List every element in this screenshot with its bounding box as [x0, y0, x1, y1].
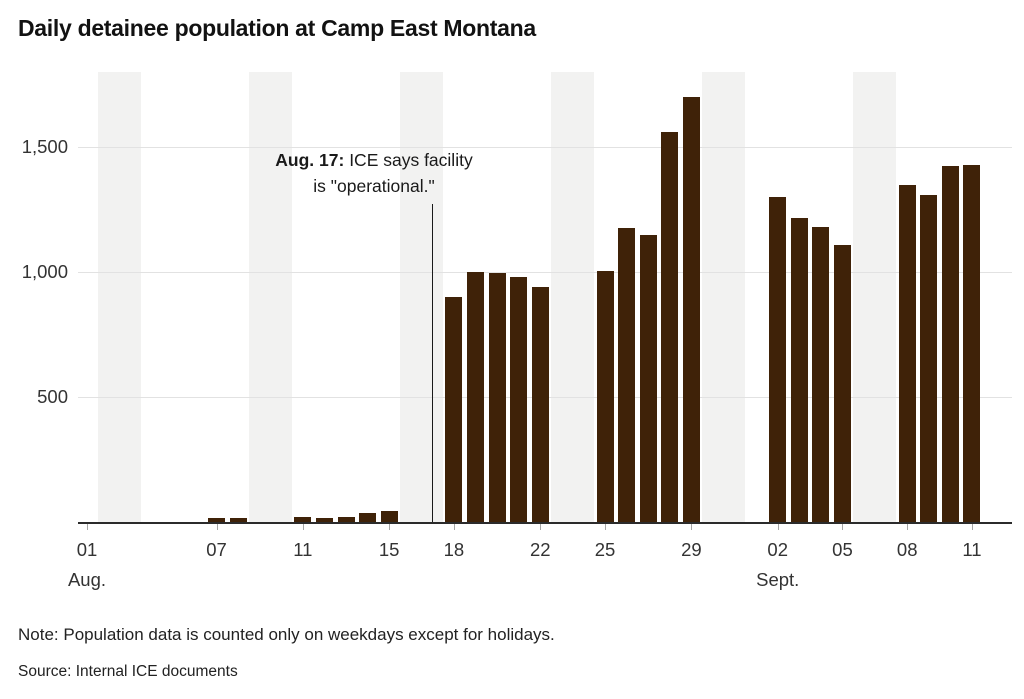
x-axis-label: 25	[594, 539, 616, 560]
x-axis-label: 11	[293, 539, 313, 560]
bar-Aug--7	[208, 518, 225, 522]
month-label: Aug.	[67, 569, 107, 590]
bar-Sept--4	[812, 227, 830, 522]
bar-Aug--13	[337, 517, 355, 522]
bar-Sept--5	[833, 244, 851, 522]
month-label: Sept.	[756, 569, 800, 590]
bar-Aug--14	[359, 513, 377, 522]
annotation-date: Aug. 17:	[275, 150, 345, 170]
bar-Aug--12	[315, 518, 333, 522]
x-tick	[389, 524, 391, 530]
bar-Aug--21	[510, 277, 528, 522]
x-axis-label: 29	[681, 539, 702, 560]
bar-Sept--9	[920, 194, 938, 522]
x-axis-label: 22	[529, 539, 551, 560]
x-tick	[540, 524, 542, 530]
x-axis-label: 02	[767, 539, 788, 560]
x-axis-label: 18	[443, 539, 465, 560]
annotation-text-line2: is "operational."	[313, 176, 435, 196]
bar-Aug--8	[229, 518, 247, 522]
bar-Sept--3	[790, 218, 808, 522]
weekend-band	[399, 72, 444, 522]
bar-Sept--2	[769, 197, 787, 522]
bar-Aug--29	[682, 97, 700, 522]
bar-Aug--27	[639, 234, 657, 522]
annotation-line	[431, 204, 434, 522]
x-tick	[605, 524, 607, 530]
x-axis-label: 11	[962, 539, 982, 560]
y-axis-label: 1,000	[21, 261, 68, 282]
y-axis-label: 500	[37, 386, 68, 407]
x-axis-label: 08	[896, 539, 918, 560]
x-tick	[907, 524, 909, 530]
x-tick	[87, 524, 88, 530]
weekend-band	[702, 72, 746, 522]
bar-Aug--11	[294, 517, 312, 522]
x-tick	[971, 524, 973, 530]
bar-Aug--20	[488, 273, 506, 522]
weekend-band	[97, 72, 141, 522]
x-tick	[777, 524, 779, 530]
chart-source: Source: Internal ICE documents	[18, 663, 238, 680]
bar-Aug--22	[531, 287, 549, 522]
chart-note: Note: Population data is counted only on…	[18, 625, 555, 644]
x-axis-label: 15	[378, 539, 400, 560]
gridline-1500	[78, 147, 1012, 148]
bar-Sept--8	[898, 184, 916, 522]
x-tick	[302, 524, 304, 530]
x-axis-label: 01	[76, 539, 98, 560]
x-axis-label: 05	[832, 539, 853, 560]
bar-Aug--19	[467, 272, 485, 522]
weekend-band	[248, 72, 293, 522]
gridline-1000	[78, 272, 1012, 273]
page-title: Daily detainee population at Camp East M…	[18, 15, 536, 41]
weekend-band	[551, 72, 595, 522]
y-axis-label: 1,500	[21, 136, 68, 157]
bar-Aug--28	[661, 132, 679, 522]
weekend-band	[853, 72, 897, 522]
bar-Aug--15	[380, 510, 398, 522]
bar-Sept--11	[963, 164, 981, 522]
x-tick	[453, 524, 455, 530]
x-tick	[842, 524, 844, 530]
bar-Aug--25	[596, 270, 614, 522]
bar-Aug--26	[618, 228, 636, 522]
bar-Aug--18	[445, 297, 463, 522]
annotation-label: Aug. 17: ICE says facility is "operation…	[248, 147, 500, 199]
x-axis-label: 07	[206, 539, 227, 560]
x-tick	[691, 524, 693, 530]
annotation-text-line1: ICE says facility	[344, 150, 473, 170]
x-tick	[216, 524, 218, 530]
x-axis-line	[78, 522, 1012, 524]
bar-Sept--10	[941, 165, 959, 522]
